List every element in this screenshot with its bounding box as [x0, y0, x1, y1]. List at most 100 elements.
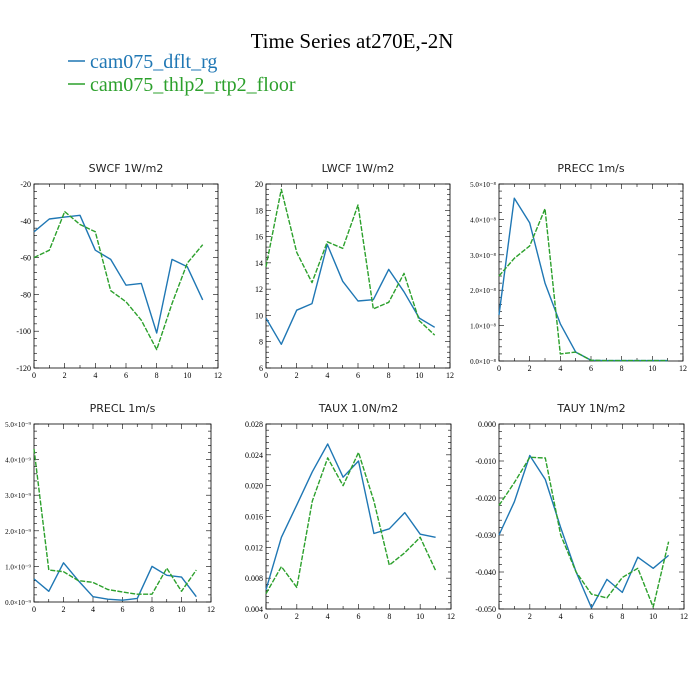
- y-tick-label: -120: [16, 364, 31, 373]
- series-line-2: [265, 451, 437, 594]
- x-tick-label: 10: [648, 364, 656, 373]
- series-line-2: [33, 210, 204, 351]
- x-tick-label: 10: [178, 605, 186, 614]
- panel-4: PRECL 1m/s 0 2 4 6 8 10 12 0.0×10⁻⁹ 1.0×10⁻⁹ 2.0×1…: [5, 402, 215, 614]
- y-tick-label: -60: [20, 254, 31, 263]
- series-line-2: [33, 448, 197, 595]
- plot-frame: [498, 183, 684, 362]
- x-tick-label: 8: [155, 371, 159, 380]
- y-tick-label: 16: [255, 233, 263, 242]
- plot-frame: [265, 423, 452, 610]
- panel-title: TAUY 1N/m2: [556, 402, 625, 415]
- panel-title: SWCF 1W/m2: [89, 162, 164, 175]
- y-tick-label: 18: [255, 206, 263, 215]
- x-tick-label: 0: [497, 364, 501, 373]
- x-tick-label: 0: [264, 612, 268, 621]
- x-tick-label: 8: [387, 371, 391, 380]
- y-tick-label: -80: [20, 290, 31, 299]
- y-tick-label: 8: [259, 338, 263, 347]
- y-tick-label: 2.0×10⁻⁹: [5, 528, 31, 536]
- x-tick-label: 4: [559, 612, 563, 621]
- plot-frame: [498, 423, 685, 610]
- x-tick-label: 6: [589, 364, 593, 373]
- series-line-2: [498, 456, 670, 608]
- y-tick-label: 0.008: [245, 574, 263, 583]
- y-tick-label: 3.0×10⁻⁸: [470, 252, 496, 260]
- x-tick-label: 0: [264, 371, 268, 380]
- y-tick-label: 0.024: [245, 451, 263, 460]
- x-tick-label: 10: [415, 371, 423, 380]
- panel-2: LWCF 1W/m2 0 2 4 6 8 10 12 6 8 10 12 14 16 18 20: [255, 162, 454, 380]
- y-tick-label: -20: [20, 180, 31, 189]
- x-tick-label: 10: [183, 371, 191, 380]
- y-tick-label: 14: [255, 259, 263, 268]
- series-line-1: [33, 562, 197, 601]
- x-tick-label: 8: [620, 612, 624, 621]
- x-tick-label: 4: [91, 605, 95, 614]
- y-tick-label: 0.020: [245, 482, 263, 491]
- plot-frame: [265, 183, 451, 369]
- x-tick-label: 6: [121, 605, 125, 614]
- series-line-1: [265, 443, 436, 590]
- series-line-2: [265, 188, 436, 336]
- x-tick-label: 6: [357, 612, 361, 621]
- panel-title: TAUX 1.0N/m2: [318, 402, 399, 415]
- x-tick-label: 8: [620, 364, 624, 373]
- y-tick-label: -0.010: [475, 457, 496, 466]
- y-tick-label: 5.0×10⁻⁸: [470, 181, 496, 189]
- legend-label-2: cam075_thlp2_rtp2_floor: [90, 74, 296, 96]
- y-tick-label: 12: [255, 285, 263, 294]
- legend-label-1: cam075_dflt_rg: [90, 51, 217, 73]
- panel-6: TAUY 1N/m2 0 2 4 6 8 10 12 -0.050 -0.040 -0.030 -0.…: [475, 402, 688, 621]
- x-tick-label: 12: [214, 371, 222, 380]
- panel-title: PRECC 1m/s: [557, 162, 625, 175]
- series-line-1: [498, 197, 668, 362]
- x-tick-label: 2: [528, 364, 532, 373]
- x-tick-label: 12: [679, 364, 687, 373]
- y-tick-label: 4.0×10⁻⁹: [5, 457, 31, 465]
- y-tick-label: -0.030: [475, 531, 496, 540]
- x-tick-label: 4: [558, 364, 562, 373]
- x-tick-label: 2: [528, 612, 532, 621]
- y-tick-label: 3.0×10⁻⁹: [5, 492, 31, 500]
- y-tick-label: -100: [16, 327, 31, 336]
- x-tick-label: 10: [649, 612, 657, 621]
- x-tick-label: 2: [63, 371, 67, 380]
- panel-3: PRECC 1m/s 0 2 4 6 8 10 12 0.0×10⁻⁸ 1.0×10⁻⁸ 2.0×1…: [470, 162, 687, 373]
- panel-5: TAUX 1.0N/m2 0 2 4 6 8 10 12 0.004 0.008 0.012 0.01…: [245, 402, 455, 621]
- y-tick-label: 20: [255, 180, 263, 189]
- y-tick-label: 6: [259, 364, 263, 373]
- x-tick-label: 8: [387, 612, 391, 621]
- x-tick-label: 12: [680, 612, 688, 621]
- figure-title: Time Series at270E,-2N: [251, 29, 454, 53]
- panel-title: PRECL 1m/s: [90, 402, 156, 415]
- legend: cam075_dflt_rg cam075_thlp2_rtp2_floor: [68, 51, 296, 96]
- x-tick-label: 4: [93, 371, 97, 380]
- y-tick-label: 0.0×10⁻⁹: [5, 599, 31, 607]
- series-line-2: [498, 208, 668, 362]
- y-tick-label: 2.0×10⁻⁸: [470, 287, 496, 295]
- x-tick-label: 12: [446, 371, 454, 380]
- y-tick-label: 0.0×10⁻⁸: [470, 358, 496, 366]
- x-tick-label: 4: [326, 612, 330, 621]
- x-tick-label: 4: [325, 371, 329, 380]
- x-tick-label: 6: [124, 371, 128, 380]
- y-tick-label: 0.004: [245, 605, 263, 614]
- x-tick-label: 2: [62, 605, 66, 614]
- x-tick-label: 10: [416, 612, 424, 621]
- y-tick-label: -0.040: [475, 568, 496, 577]
- y-tick-label: -0.020: [475, 494, 496, 503]
- x-tick-label: 6: [590, 612, 594, 621]
- y-tick-label: 1.0×10⁻⁹: [5, 563, 31, 571]
- x-tick-label: 0: [32, 605, 36, 614]
- panel-title: LWCF 1W/m2: [322, 162, 395, 175]
- plot-frame: [33, 183, 219, 369]
- x-tick-label: 0: [32, 371, 36, 380]
- x-tick-label: 2: [295, 612, 299, 621]
- panel-1: SWCF 1W/m2 0 2 4 6 8 10 12 -120 -100 -80 -60 -40 -20: [16, 162, 222, 380]
- x-tick-label: 12: [447, 612, 455, 621]
- series-line-1: [498, 454, 670, 609]
- y-tick-label: 0.016: [245, 513, 263, 522]
- y-tick-label: -0.050: [475, 605, 496, 614]
